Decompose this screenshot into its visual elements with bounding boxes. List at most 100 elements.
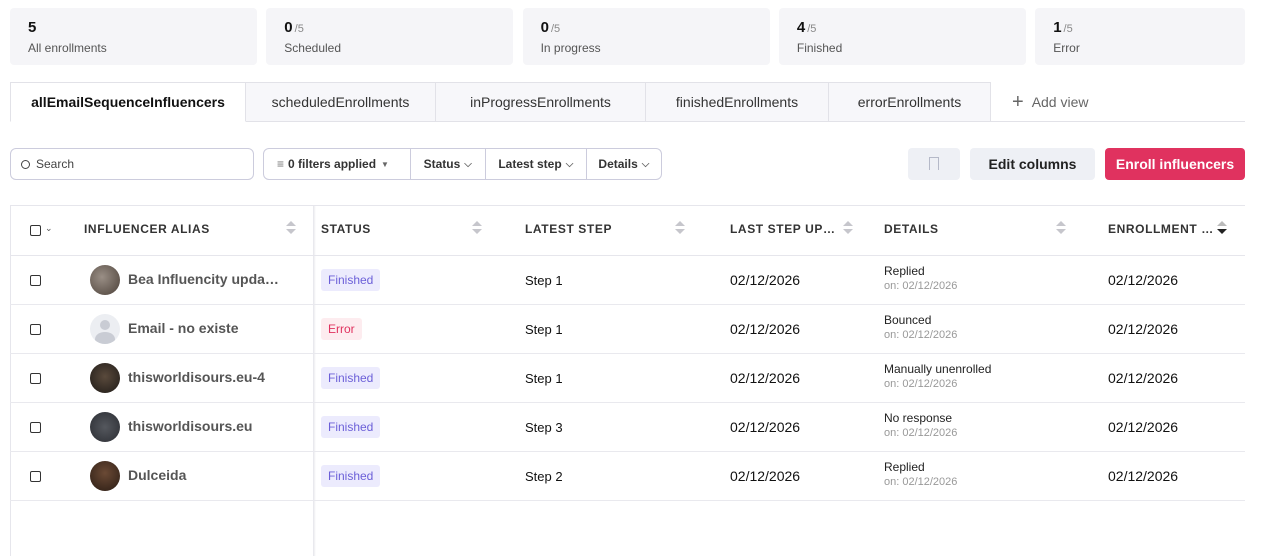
tab-label: finishedEnrollments [675,94,799,110]
stat-number: 0 [284,19,293,36]
enrollment-date: 02/12/2026 [1108,321,1179,337]
avatar-body [95,332,115,344]
stat-total: /5 [550,23,561,35]
search-input[interactable]: Search [10,148,254,180]
details-text: Replied [884,264,925,278]
filter-dropdown[interactable]: Details ⌵ [587,149,661,179]
row-checkbox[interactable] [30,324,41,335]
sort-up [472,221,482,226]
alias-cell[interactable]: thisworldisours.eu [128,418,308,438]
row-border [10,402,1245,403]
sort-down [1217,229,1227,234]
details-cell: Replied on: 02/12/2026 [884,460,1084,494]
stat-value: 0/5 [541,19,561,36]
last-step-update: 02/12/2026 [730,419,801,435]
influencer-alias[interactable]: Email - no existe [128,320,239,336]
alias-cell[interactable]: Bea Influencity upda… [128,271,308,291]
row-checkbox[interactable] [30,422,41,433]
row-border [10,500,1245,501]
sort-down [843,229,853,234]
sort-icon[interactable] [843,221,853,237]
sort-icon[interactable] [1056,221,1066,237]
tab-label: inProgressEnrollments [470,94,611,110]
filters-button[interactable]: ≡ 0 filters applied ▼ [264,149,411,179]
stat-card[interactable]: 4/5 Finished [778,8,1026,65]
plus-icon: + [1012,90,1024,113]
stat-total: /5 [1063,23,1073,35]
column-header: LAST STEP UP… [730,222,930,240]
influencer-alias[interactable]: Bea Influencity upda… [128,271,279,287]
avatar [90,412,120,442]
filter-dropdown-label: Details [598,157,638,171]
latest-step: Step 3 [525,420,563,435]
filter-group: ≡ 0 filters applied ▼ Status ⌵ Latest step ⌵ De… [263,148,662,180]
enroll-button[interactable]: Enroll influencers [1105,148,1245,180]
row-border [10,451,1245,452]
enrollment-date: 02/12/2026 [1108,272,1179,288]
sort-up [843,221,853,226]
influencer-alias[interactable]: thisworldisours.eu [128,418,253,434]
sort-down [472,229,482,234]
sort-icon[interactable] [472,221,482,237]
row-checkbox[interactable] [30,373,41,384]
filter-dropdown[interactable]: Status ⌵ [411,149,486,179]
stat-label: In progress [540,41,601,55]
chevron: ⌵ [464,158,472,170]
avatar [90,461,120,491]
edit-columns-button[interactable]: Edit columns [970,148,1095,180]
stat-card[interactable]: 1/5 Error [1035,8,1245,65]
alias-cell[interactable]: thisworldisours.eu-4 [128,369,308,389]
sort-down [286,229,296,234]
alias-cell[interactable]: Dulceida [128,467,308,487]
row-checkbox[interactable] [30,471,41,482]
edit-columns-label: Edit columns [988,156,1077,172]
view-tab[interactable]: scheduledEnrollments [246,82,436,122]
chevron: ⌵ [641,158,650,170]
bookmark-icon [929,157,939,170]
view-tab[interactable]: inProgressEnrollments [436,82,646,122]
status-cell: Finished [321,465,421,489]
latest-step-cell: Step 3 [525,420,675,438]
column-header-label: ENROLLMENT … [1108,222,1214,236]
filters-label: 0 filters applied [288,157,377,171]
view-tab[interactable]: allEmailSequenceInfluencers [10,82,246,122]
view-tab[interactable]: finishedEnrollments [646,82,829,122]
tab-label: allEmailSequenceInfluencers [31,94,225,110]
status-cell: Error [321,318,421,342]
sort-up [675,221,685,226]
row-checkbox[interactable] [30,275,41,286]
avatar-head [100,320,110,330]
bookmark-button[interactable] [908,148,960,180]
chevron: ⌵ [565,158,574,170]
add-view-button[interactable]: + Add view [1012,84,1122,120]
stat-label: Finished [796,41,843,55]
filter-icon: ≡ [277,157,285,171]
latest-step: Step 1 [525,273,563,288]
filter-dropdown-label: Status [423,157,461,171]
select-all-checkbox[interactable]: ⌄ [30,223,53,236]
details-date: on: 02/12/2026 [884,329,958,341]
stat-card[interactable]: 0/5 In progress [522,8,770,65]
filter-dropdown[interactable]: Latest step ⌵ [486,149,587,179]
table-top-border [10,205,1245,206]
sort-icon[interactable] [1217,221,1227,237]
stat-card[interactable]: 0/5 Scheduled [266,8,514,65]
alias-cell[interactable]: Email - no existe [128,320,308,340]
search-icon [21,159,30,169]
enrollment-date: 02/12/2026 [1108,370,1179,386]
search-placeholder: Search [36,157,75,171]
latest-step: Step 2 [525,469,563,484]
avatar [90,265,120,295]
sort-icon[interactable] [675,221,685,237]
influencer-alias[interactable]: thisworldisours.eu-4 [128,369,265,385]
filter-dropdown-label: Latest step [498,157,562,171]
enrollment-date: 02/12/2026 [1108,419,1179,435]
stat-card[interactable]: 5 All enrollments [10,8,257,65]
latest-step-cell: Step 2 [525,469,675,487]
last-step-cell: 02/12/2026 [730,419,880,437]
influencer-alias[interactable]: Dulceida [128,467,187,483]
tab-label: scheduledEnrollments [271,94,410,110]
sort-icon[interactable] [286,221,296,237]
view-tab[interactable]: errorEnrollments [829,82,991,122]
